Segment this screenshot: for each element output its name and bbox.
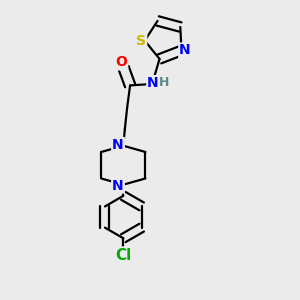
Text: O: O (115, 56, 127, 70)
Text: N: N (112, 138, 124, 152)
Text: S: S (136, 34, 146, 48)
Text: N: N (147, 76, 159, 90)
Text: N: N (179, 44, 191, 58)
Text: Cl: Cl (115, 248, 131, 262)
Text: H: H (159, 76, 170, 89)
Text: N: N (112, 178, 124, 193)
